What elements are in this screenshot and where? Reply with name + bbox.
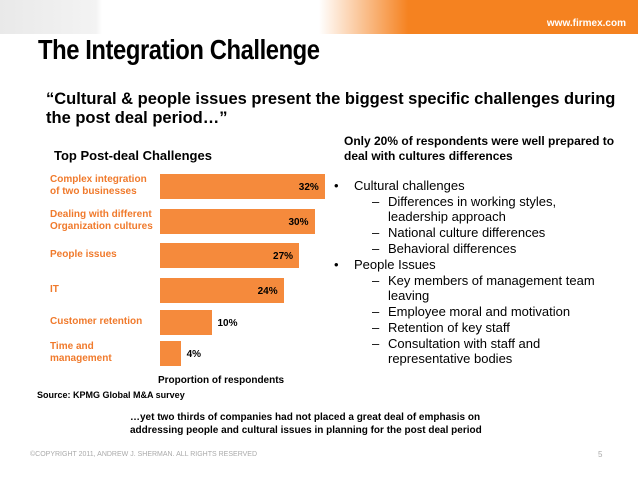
quote: “Cultural & people issues present the bi…: [46, 90, 616, 127]
bullet: People IssuesKey members of management t…: [330, 257, 600, 366]
value-label: 10%: [217, 318, 238, 329]
category-label: Customer retention: [50, 316, 143, 327]
bullet: Cultural challengesDifferences in workin…: [330, 178, 600, 256]
sub-bullet: Differences in working styles, leadershi…: [354, 194, 600, 224]
value-label: 24%: [257, 286, 278, 297]
sub-bullet: Key members of management team leaving: [354, 273, 600, 303]
title: The Integration Challenge: [38, 34, 320, 65]
category-label: Complex integration of two businesses: [50, 174, 147, 197]
panel-heading: Only 20% of respondents were well prepar…: [344, 134, 615, 163]
page-number: 5: [598, 450, 603, 459]
sub-bullet: Employee moral and motivation: [354, 304, 600, 319]
sub-bullet: National culture differences: [354, 225, 600, 240]
note: …yet two thirds of companies had not pla…: [130, 412, 482, 436]
sub-bullet: Consultation with staff and representati…: [354, 336, 600, 366]
bar: [160, 174, 325, 199]
sub-bullet: Behavioral differences: [354, 241, 600, 256]
bar: [160, 310, 212, 335]
bar: [160, 209, 315, 234]
bar: [160, 341, 181, 366]
value-label: 30%: [288, 217, 309, 228]
url: www.firmex.com: [546, 18, 626, 29]
category-label: Dealing with different Organization cult…: [50, 209, 153, 232]
x-axis-label: Proportion of respondents: [158, 375, 285, 386]
bar: [160, 243, 300, 268]
copyright: ©COPYRIGHT 2011, ANDREW J. SHERMAN. ALL …: [30, 451, 258, 458]
bullet-list: Cultural challengesDifferences in workin…: [330, 178, 600, 367]
category-label: Time and management: [50, 341, 112, 364]
header-band: [0, 0, 638, 34]
source: Source: KPMG Global M&A survey: [37, 390, 185, 400]
value-label: 32%: [298, 182, 319, 193]
sub-bullet: Retention of key staff: [354, 320, 600, 335]
category-label: People issues: [50, 249, 117, 260]
bullet-text: People Issues: [354, 257, 436, 272]
bullet-text: Cultural challenges: [354, 178, 465, 193]
sub-list: Differences in working styles, leadershi…: [354, 194, 600, 256]
value-label: 27%: [273, 251, 294, 262]
sub-list: Key members of management team leavingEm…: [354, 273, 600, 366]
bar: [160, 278, 284, 303]
value-label: 4%: [186, 349, 202, 360]
category-label: IT: [50, 284, 59, 295]
chart-title: Top Post-deal Challenges: [54, 148, 212, 163]
